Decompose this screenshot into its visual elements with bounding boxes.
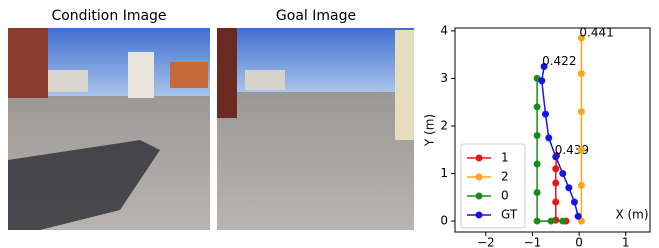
image-title: Condition Image xyxy=(51,8,166,24)
point xyxy=(545,134,552,141)
point xyxy=(534,218,541,225)
point-label: 0.422 xyxy=(542,54,576,68)
point xyxy=(565,184,572,191)
legend-label: 1 xyxy=(501,151,509,165)
point xyxy=(534,161,541,168)
x-tick-label: −1 xyxy=(524,236,542,248)
series-line xyxy=(542,67,578,217)
figure: Condition Image Goal Image −2 −1 0 1 0 1 2 3 4 X … xyxy=(0,0,659,248)
x-tick-label: −2 xyxy=(477,236,495,248)
point xyxy=(534,189,541,196)
y-tick-label: 3 xyxy=(440,71,448,85)
point xyxy=(571,199,578,206)
point xyxy=(538,77,545,84)
point xyxy=(552,199,559,206)
point xyxy=(578,70,585,77)
point xyxy=(578,108,585,115)
x-tick-label: 0 xyxy=(575,236,583,248)
y-tick-label: 2 xyxy=(440,118,448,132)
point xyxy=(578,146,585,153)
point xyxy=(552,153,559,160)
image-title: Goal Image xyxy=(276,8,356,24)
point xyxy=(559,170,566,177)
point xyxy=(552,165,559,172)
y-tick-label: 0 xyxy=(440,214,448,228)
y-tick-label: 4 xyxy=(440,23,448,37)
legend-label: 0 xyxy=(501,189,509,203)
legend-swatch xyxy=(476,174,483,181)
legend-swatch xyxy=(476,155,483,162)
x-axis-label: X (m) xyxy=(615,208,648,222)
goal-image xyxy=(217,28,414,230)
legend-swatch xyxy=(476,212,483,219)
point xyxy=(534,103,541,110)
point xyxy=(548,218,555,225)
condition-image xyxy=(8,28,210,230)
point xyxy=(575,213,582,220)
point xyxy=(578,182,585,189)
y-axis-label: Y (m) xyxy=(423,114,437,147)
point xyxy=(542,111,549,118)
point xyxy=(552,180,559,187)
y-tick-label: 1 xyxy=(440,166,448,180)
legend-swatch xyxy=(476,193,483,200)
point xyxy=(534,132,541,139)
legend-label: GT xyxy=(501,208,518,222)
x-tick-label: 1 xyxy=(622,236,630,248)
point-label: 0.441 xyxy=(579,25,613,39)
point xyxy=(559,218,566,225)
legend-label: 2 xyxy=(501,170,509,184)
series-line xyxy=(556,155,566,221)
